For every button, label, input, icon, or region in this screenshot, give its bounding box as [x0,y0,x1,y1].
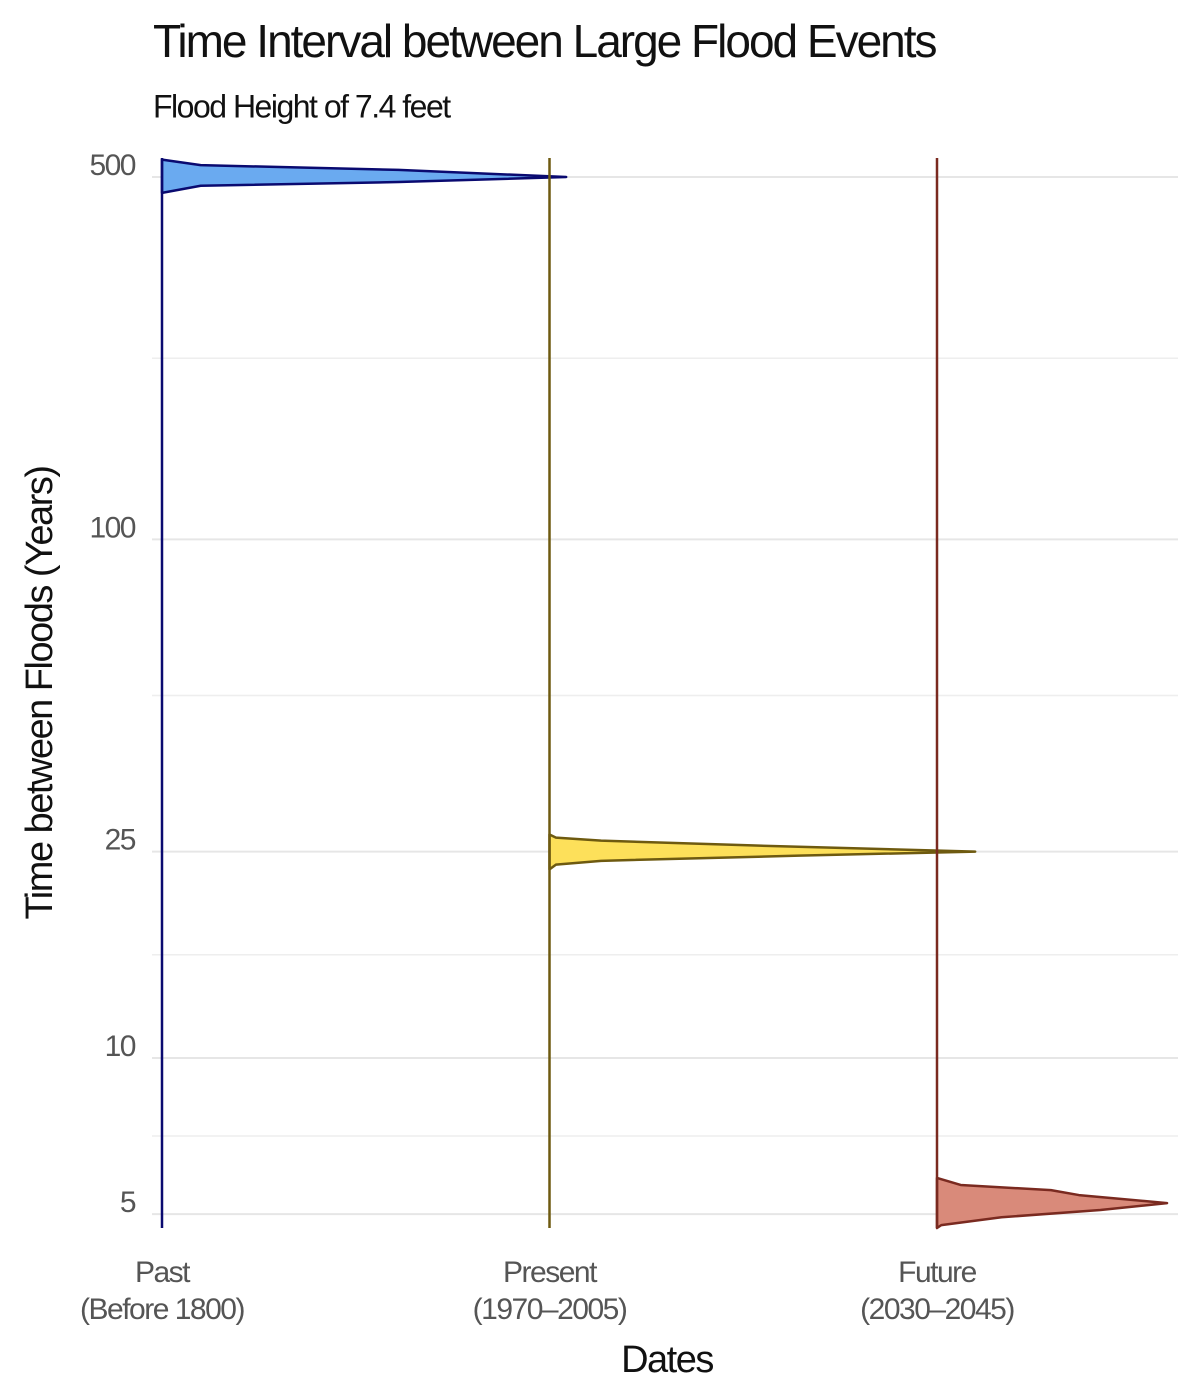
x-tick-label: Present (1970–2005) [472,1256,628,1326]
chart-subtitle: Flood Height of 7.4 feet [153,88,451,124]
y-axis-title: Time between Floods (Years) [19,466,61,919]
density-area [160,158,568,195]
x-axis-title: Dates [621,1339,713,1381]
x-tick-label: Future (2030–2045) [860,1256,1015,1326]
density-area [935,1176,1169,1230]
chart-title: Time Interval between Large Flood Events [153,15,937,67]
y-tick-label: 100 [89,511,135,544]
y-tick-label: 500 [89,149,135,182]
y-tick-label: 10 [105,1030,136,1063]
x-tick-label: Past (Before 1800) [80,1256,245,1326]
density-area [548,833,977,871]
y-tick-label: 25 [105,824,136,857]
y-tick-label: 5 [120,1186,136,1219]
